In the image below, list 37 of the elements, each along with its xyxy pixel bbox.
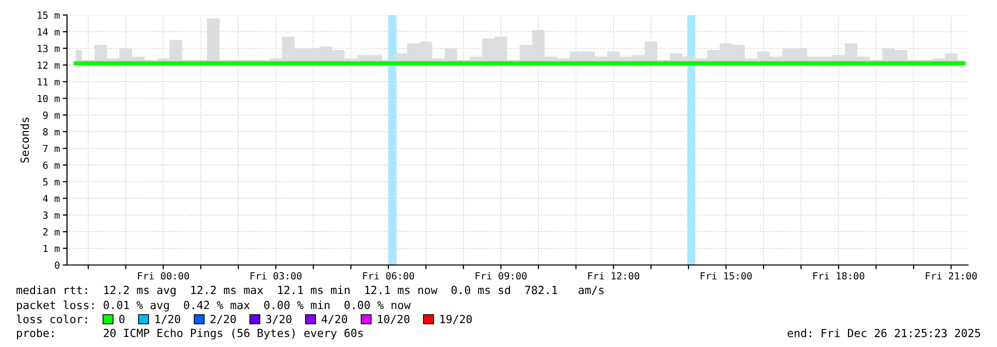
y-tick-label: 13 m [38, 44, 60, 52]
x-tick-label: Fri 18:00 [813, 272, 864, 280]
text: end: Fri Dec 26 21:25:23 2025 [788, 328, 980, 338]
legend-label: 2/20 [210, 314, 236, 324]
y-tick-label: 15 m [38, 12, 60, 19]
legend-label: 0 [119, 314, 125, 324]
x-tick-label: Fri 09:00 [476, 272, 527, 280]
legend-label: 4/20 [322, 314, 348, 324]
y-tick-label: 10 m [38, 94, 60, 102]
y-tick-label: 9 m [43, 112, 60, 119]
x-tick-label: Fri 12:00 [588, 272, 640, 280]
legend-label: 3/20 [266, 314, 292, 324]
y-tick-label: 11 m [38, 78, 60, 86]
text: probe: 20 ICMP Echo Pings (56 Bytes) every 60s [17, 328, 363, 340]
legend-label: 19/20 [440, 314, 472, 324]
y-tick-label: 5 m [43, 178, 60, 186]
x-tick-label: Fri 00:00 [138, 272, 189, 280]
x-tick-label: Fri 15:00 [700, 272, 752, 280]
legend-label: 1/20 [155, 314, 180, 324]
x-tick-label: Fri 06:00 [363, 272, 414, 280]
legend-label: 10/20 [378, 314, 410, 324]
y-tick-label: 4 m [42, 194, 60, 202]
y-tick-label: 2 m [43, 228, 60, 236]
y-tick-label: 8 m [43, 128, 60, 136]
y-tick-label: 0 [54, 262, 60, 269]
y-tick-label: 14 m [38, 28, 60, 36]
y-axis-title: Seconds [20, 118, 29, 163]
x-tick-label: Fri 03:00 [250, 272, 302, 280]
y-tick-label: 12 m [38, 62, 60, 69]
legend-title: loss color: [16, 314, 87, 324]
y-tick-label: 7 m [43, 144, 60, 152]
text: packet loss: 0.01 % avg 0.42 % max 0.00 % min 0.00 % now [17, 300, 411, 312]
y-tick-label: 6 m [43, 162, 60, 169]
y-tick-label: 1 m [44, 244, 60, 252]
text: median rtt: 12.2 ms avg 12.2 ms max 12.1 ms min 12.1 ms now 0.0 ms sd 782.1 am/s [16, 286, 604, 296]
y-tick-label: 3 m [43, 212, 60, 219]
x-tick-label: Fri 21:00 [926, 272, 977, 280]
